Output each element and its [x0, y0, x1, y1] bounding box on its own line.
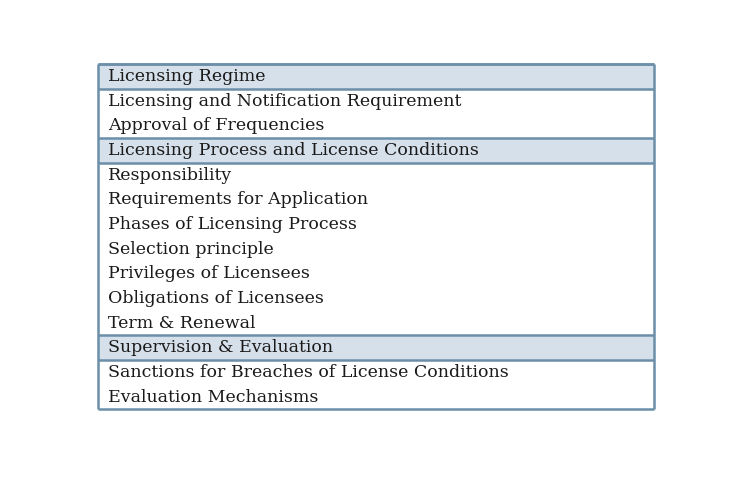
Text: Evaluation Mechanisms: Evaluation Mechanisms [108, 388, 318, 405]
Text: Licensing Regime: Licensing Regime [108, 68, 265, 85]
Bar [97, 286, 654, 311]
Bar [97, 188, 654, 212]
Bar [97, 360, 654, 384]
Text: Sanctions for Breaches of License Conditions: Sanctions for Breaches of License Condit… [108, 364, 509, 381]
Bar [97, 114, 654, 138]
Bar [97, 138, 654, 163]
Bar [97, 237, 654, 261]
Text: Obligations of Licensees: Obligations of Licensees [108, 290, 324, 307]
Text: Phases of Licensing Process: Phases of Licensing Process [108, 216, 357, 233]
Text: Licensing and Notification Requirement: Licensing and Notification Requirement [108, 93, 462, 110]
Bar [97, 261, 654, 286]
Bar [97, 212, 654, 237]
Text: Privileges of Licensees: Privileges of Licensees [108, 265, 310, 282]
Text: Term & Renewal: Term & Renewal [108, 315, 256, 332]
Text: Supervision & Evaluation: Supervision & Evaluation [108, 339, 334, 356]
Bar [97, 384, 654, 409]
Bar [97, 311, 654, 336]
Bar [97, 64, 654, 89]
Bar [97, 336, 654, 360]
Text: Licensing Process and License Conditions: Licensing Process and License Conditions [108, 142, 479, 159]
Text: Requirements for Application: Requirements for Application [108, 191, 368, 208]
Text: Responsibility: Responsibility [108, 167, 232, 184]
Text: Approval of Frequencies: Approval of Frequencies [108, 118, 325, 134]
Bar [97, 89, 654, 114]
Bar [97, 163, 654, 188]
Text: Selection principle: Selection principle [108, 241, 274, 257]
